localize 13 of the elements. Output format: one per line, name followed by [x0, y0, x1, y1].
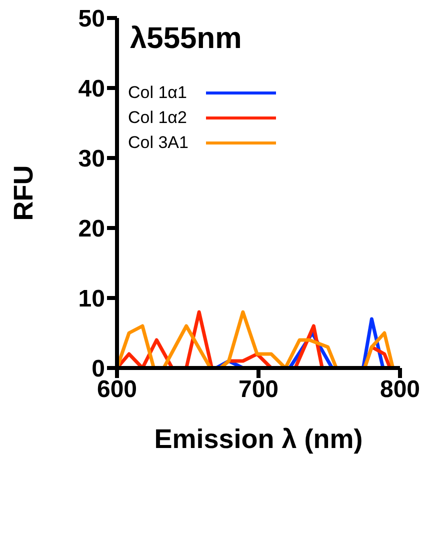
y-axis-title: RFU — [8, 165, 39, 221]
y-tick-label: 20 — [78, 216, 105, 243]
y-tick-label: 40 — [78, 76, 105, 103]
x-axis-title: Emission λ (nm) — [154, 424, 363, 454]
legend-label: Col 1α2 — [128, 108, 188, 128]
y-tick-label: 30 — [78, 146, 105, 173]
y-tick-label: 10 — [78, 286, 105, 313]
x-tick-label: 700 — [238, 376, 279, 404]
legend-label: Col 3A1 — [128, 132, 190, 152]
x-tick-label: 800 — [380, 376, 420, 404]
chart-title: λ555nm — [130, 22, 242, 56]
y-tick-label: 50 — [78, 6, 105, 33]
legend-label: Col 1α1 — [128, 82, 188, 102]
